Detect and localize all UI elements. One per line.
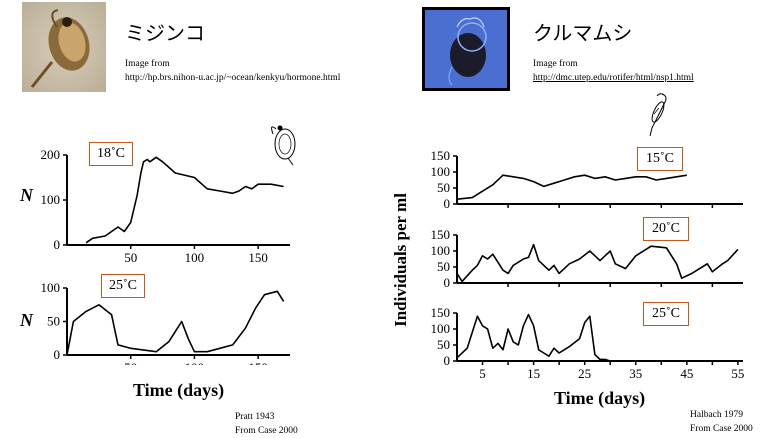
- left-18-series-line: [85, 156, 284, 244]
- left-temp-18: 18˚C: [89, 142, 133, 166]
- daphnia-photo: [22, 2, 106, 92]
- left-source-url[interactable]: http://hp.brs.nihon-u.ac.jp/~ocean/kenky…: [125, 73, 341, 83]
- left-25-ytick-label: 0: [54, 347, 61, 362]
- right-temp-20: 20˚C: [643, 217, 689, 241]
- left-25-ytick-label: 50: [47, 314, 60, 329]
- left-25-ytick-label: 100: [41, 280, 61, 295]
- right-25-xtick-label: 25: [578, 366, 591, 381]
- left-xlabel: Time (days): [133, 380, 225, 400]
- right-25-ytick-label: 150: [431, 305, 451, 320]
- left-ylabel-top: N: [20, 185, 33, 205]
- left-ylabel-bottom: N: [20, 310, 33, 330]
- right-citation: Halbach 1979 From Case 2000: [690, 408, 753, 436]
- right-15-ytick-label: 100: [431, 164, 451, 179]
- right-source-label: Image from: [533, 59, 578, 69]
- right-ylabel: Individuals per ml: [391, 193, 410, 327]
- left-citation-2: From Case 2000: [235, 426, 298, 436]
- right-25-xtick-label: 5: [479, 366, 486, 381]
- right-xlabel: Time (days): [554, 388, 646, 408]
- left-title: ミジンコ: [125, 21, 205, 45]
- left-source-label: Image from: [125, 59, 170, 69]
- left-25-xtick-label: 100: [185, 360, 205, 365]
- right-25-xtick-label: 45: [680, 366, 693, 381]
- left-panel-25: 0 50 100 50 100 150: [41, 280, 290, 365]
- left-18-xtick-label: 100: [185, 250, 205, 265]
- right-15-ytick-label: 150: [431, 148, 451, 163]
- rotifer-sketch-icon: [649, 93, 667, 137]
- right-25-series-line: [456, 313, 611, 362]
- left-25-series-line: [66, 290, 285, 356]
- left-panel-18: 0 100 200 50 100 150: [41, 147, 290, 265]
- right-25-xtick-label: 15: [527, 366, 540, 381]
- daphnia-sketch-icon: [271, 125, 296, 166]
- left-citation-1: Pratt 1943: [235, 412, 275, 422]
- right-25-xtick-label: 35: [629, 366, 642, 381]
- right-25-ytick-label: 100: [431, 321, 451, 336]
- right-source-url[interactable]: http://dmc.utep.edu/rotifer/html/nsp1.ht…: [533, 73, 694, 83]
- rotifer-photo: [422, 7, 510, 91]
- right-20-ytick-label: 0: [444, 275, 451, 290]
- right-source: Image from http://dmc.utep.edu/rotifer/h…: [533, 57, 694, 85]
- right-25-ytick-label: 50: [437, 337, 450, 352]
- right-citation-2: From Case 2000: [690, 424, 753, 434]
- left-18-ytick-label: 200: [41, 147, 61, 162]
- right-citation-1: Halbach 1979: [690, 410, 744, 420]
- right-15-ytick-label: 50: [437, 180, 450, 195]
- left-temp-25: 25˚C: [101, 274, 145, 298]
- left-citation: Pratt 1943 From Case 2000: [235, 410, 298, 438]
- right-15-ytick-label: 0: [444, 196, 451, 211]
- left-18-xtick-label: 150: [248, 250, 268, 265]
- left-18-ytick-label: 100: [41, 192, 61, 207]
- right-title: クルマムシ: [533, 21, 633, 45]
- right-25-xtick-label: 55: [731, 366, 744, 381]
- left-charts: 0 100 200 50 100 150 0 50 100 50 100 150: [41, 147, 290, 365]
- left-source: Image from http://hp.brs.nihon-u.ac.jp/~…: [125, 57, 340, 85]
- left-25-xtick-label: 50: [124, 360, 137, 365]
- right-15-series-line: [456, 174, 687, 200]
- right-25-ytick-label: 0: [444, 353, 451, 368]
- left-25-xtick-label: 150: [248, 360, 268, 365]
- left-18-xtick-label: 50: [124, 250, 137, 265]
- right-20-ytick-label: 100: [431, 243, 451, 258]
- left-18-ytick-label: 0: [54, 237, 61, 252]
- right-temp-25: 25˚C: [643, 302, 689, 326]
- right-temp-15: 15˚C: [637, 147, 683, 171]
- right-20-ytick-label: 50: [437, 259, 450, 274]
- right-20-series-line: [456, 243, 739, 283]
- right-20-ytick-label: 150: [431, 227, 451, 242]
